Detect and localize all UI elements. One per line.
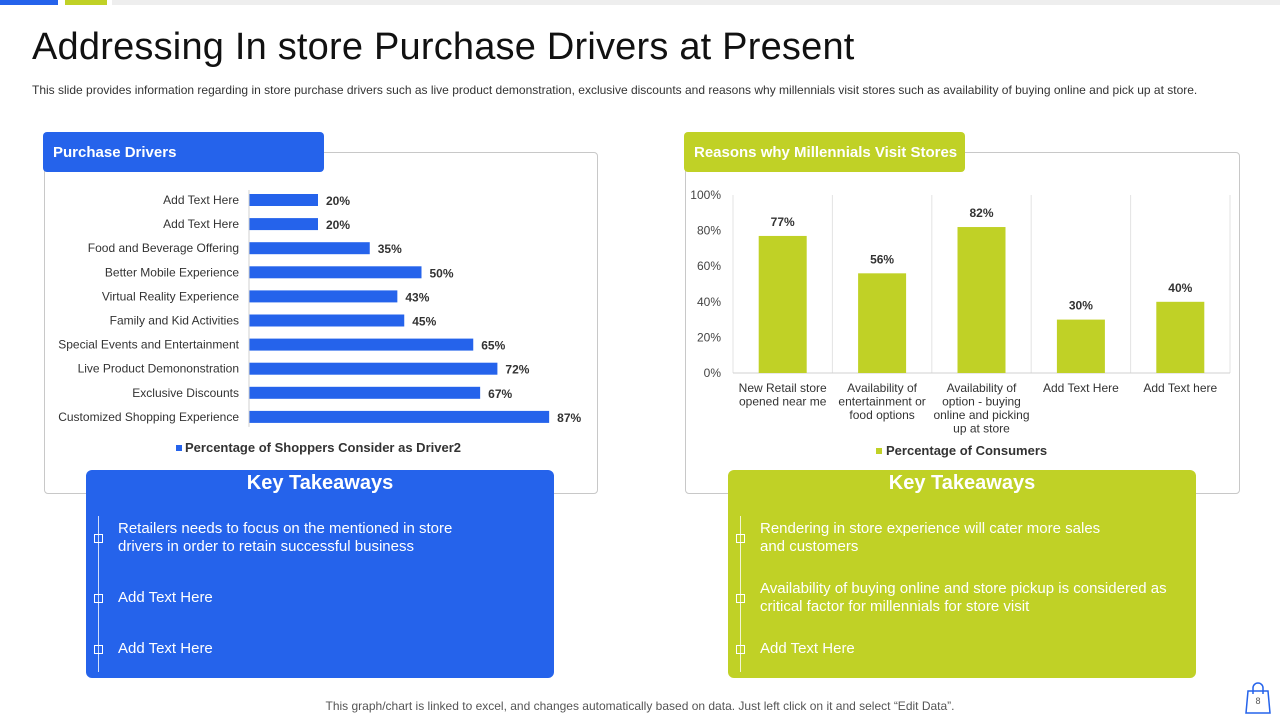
bar	[249, 218, 318, 231]
bar	[249, 362, 498, 375]
key-takeaways-left: Key Takeaways Retailers needs to focus o…	[86, 470, 554, 678]
bar	[957, 227, 1006, 373]
purchase-drivers-chart[interactable]: Add Text Here 20% Add Text Here 20% Food and…	[44, 180, 596, 470]
category-label: Exclusive Discounts	[132, 386, 239, 400]
data-label: 82%	[969, 206, 993, 220]
data-label: 20%	[326, 194, 350, 208]
data-label: 72%	[505, 363, 529, 377]
legend-swatch	[176, 445, 182, 451]
category-label: Food and Beverage Offering	[88, 241, 239, 255]
bullet-icon	[736, 645, 745, 654]
category-label: Add Text here	[1143, 381, 1217, 395]
footer-note: This graph/chart is linked to excel, and…	[325, 699, 955, 713]
data-label: 40%	[1168, 281, 1192, 295]
bar	[249, 242, 370, 255]
category-label: Better Mobile Experience	[105, 265, 239, 279]
takeaway-item: Add Text Here	[118, 589, 213, 606]
category-label: Virtual Reality Experience	[102, 289, 240, 303]
takeaway-item: Availability of buying online and store …	[760, 580, 1167, 615]
y-tick-label: 20%	[697, 330, 721, 344]
bar	[249, 410, 550, 423]
legend-label: Percentage of Shoppers Consider as Drive…	[185, 440, 461, 455]
category-label: Live Product Demononstration	[78, 362, 239, 376]
category-label: Add Text Here	[163, 193, 239, 207]
category-label: Add Text Here	[1043, 381, 1119, 395]
bar	[249, 386, 481, 399]
bar	[249, 314, 405, 327]
category-label: Availability of entertainment or food opti…	[838, 381, 925, 422]
data-label: 35%	[378, 242, 402, 256]
category-label: Family and Kid Activities	[110, 314, 239, 328]
category-label: Customized Shopping Experience	[58, 410, 239, 424]
category-label: Special Events and Entertainment	[58, 338, 239, 352]
purchase-drivers-header: Purchase Drivers	[43, 132, 324, 172]
data-label: 50%	[430, 266, 454, 280]
millennials-header: Reasons why Millennials Visit Stores	[684, 132, 965, 172]
bullet-icon	[94, 645, 103, 654]
bullet-icon	[94, 534, 103, 543]
bullet-icon	[736, 534, 745, 543]
y-tick-label: 40%	[697, 295, 721, 309]
key-takeaways-right: Key Takeaways Rendering in store experie…	[728, 470, 1196, 678]
bar	[249, 194, 318, 206]
bar	[1056, 319, 1105, 373]
page-title: Addressing In store Purchase Drivers at …	[32, 26, 855, 68]
category-label: New Retail store opened near me	[739, 381, 827, 409]
top-accent-bar-gray	[112, 0, 1280, 5]
data-label: 87%	[557, 411, 581, 425]
takeaway-item: Rendering in store experience will cater…	[760, 520, 1101, 555]
bar	[858, 273, 907, 373]
takeaway-item: Add Text Here	[760, 640, 855, 657]
bullet-icon	[736, 594, 745, 603]
millennials-chart[interactable]: 0% 20% 40% 60% 80% 100% 77% New Retail store ope…	[685, 180, 1238, 470]
data-label: 43%	[405, 290, 429, 304]
page-description: This slide provides information regardin…	[32, 83, 1198, 97]
category-label: Add Text Here	[163, 217, 239, 231]
bar	[1156, 301, 1205, 373]
top-accent-bar-blue	[0, 0, 58, 5]
data-label: 45%	[412, 315, 436, 329]
bar	[249, 266, 422, 279]
data-label: 67%	[488, 387, 512, 401]
y-tick-label: 100%	[690, 188, 721, 202]
bullet-icon	[94, 594, 103, 603]
y-tick-label: 60%	[697, 259, 721, 273]
page-number: 8	[1255, 696, 1261, 706]
y-tick-label: 0%	[704, 366, 722, 380]
y-tick-label: 80%	[697, 224, 721, 238]
takeaway-item: Add Text Here	[118, 640, 213, 657]
category-label: Availability of option - buying online and…	[933, 381, 1029, 436]
bar	[249, 290, 398, 303]
data-label: 77%	[771, 215, 795, 229]
data-label: 30%	[1069, 299, 1093, 313]
takeaway-item: Retailers needs to focus on the mentione…	[118, 520, 453, 555]
data-label: 65%	[481, 339, 505, 353]
shopping-bag-icon	[1245, 682, 1271, 714]
data-label: 20%	[326, 218, 350, 232]
bar	[758, 235, 807, 373]
top-accent-bar-green	[65, 0, 107, 5]
bar	[249, 338, 474, 351]
key-takeaways-right-title: Key Takeaways	[888, 472, 1036, 494]
data-label: 56%	[870, 252, 894, 266]
legend-swatch	[876, 448, 882, 454]
legend-label: Percentage of Consumers	[886, 443, 1047, 458]
key-takeaways-left-title: Key Takeaways	[246, 472, 394, 494]
